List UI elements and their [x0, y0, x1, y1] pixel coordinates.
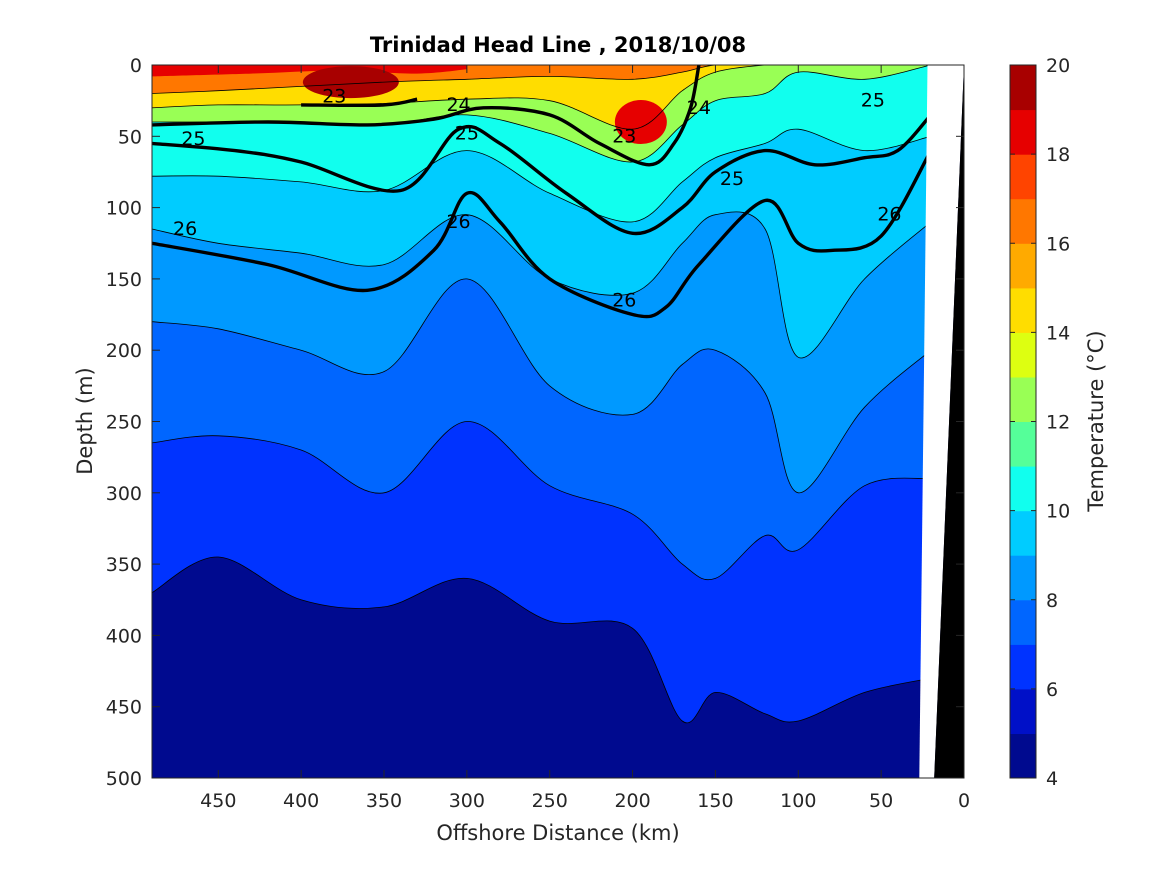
colorbar-tick-label: 8: [1046, 590, 1058, 612]
y-tick-label: 300: [106, 483, 142, 505]
isotherm-8: [152, 278, 932, 494]
y-tick-label: 450: [106, 697, 142, 719]
colorbar-label: Temperature (°C): [1084, 330, 1108, 512]
contour-label-26-9: 26: [612, 289, 636, 311]
x-axis-label: Offshore Distance (km): [436, 821, 679, 845]
isotherm-9: [152, 211, 932, 359]
colorbar-tick-label: 16: [1046, 233, 1070, 255]
colorbar-swatch-8: [1010, 555, 1036, 601]
y-tick-label: 0: [130, 55, 142, 77]
colorbar-swatch-15: [1010, 243, 1036, 289]
isotherm-6: [152, 556, 931, 724]
colorbar-tick-label: 18: [1046, 144, 1070, 166]
contour-label-26-11: 26: [877, 204, 901, 226]
y-tick-label: 200: [106, 340, 142, 362]
y-tick-label: 400: [106, 625, 142, 647]
colorbar-swatch-12: [1010, 376, 1036, 422]
colorbar-swatch-11: [1010, 421, 1036, 467]
density-contour-23-0: [301, 97, 418, 108]
y-tick-label: 500: [106, 768, 142, 790]
colorbar-ticks: 4 6 8 10 12 14 16 18 20: [1010, 55, 1070, 790]
colorbar-swatch-13: [1010, 332, 1036, 378]
density-contour-26-3: [152, 149, 933, 319]
colorbar-swatch-14: [1010, 287, 1036, 333]
y-tick-label: 350: [106, 554, 142, 576]
x-tick-label: 400: [283, 790, 319, 812]
colorbar-swatch-10: [1010, 466, 1036, 512]
y-tick-label: 150: [106, 269, 142, 291]
colorbar-tick-label: 12: [1046, 412, 1070, 434]
bathymetry-mask: [919, 65, 964, 778]
y-axis-ticks: 0 50 100 150 200 250 300 350 400 450 500: [106, 55, 964, 790]
colorbar-tick-label: 4: [1046, 768, 1058, 790]
density-contours: [152, 65, 933, 319]
x-tick-label: 250: [532, 790, 568, 812]
x-tick-label: 50: [869, 790, 893, 812]
colorbar-swatch-19: [1010, 65, 1036, 111]
colorbar-swatch-18: [1010, 109, 1036, 155]
y-axis-label: Depth (m): [73, 367, 97, 474]
x-tick-label: 0: [958, 790, 970, 812]
plot-area: 23 24 25 25 26 23 24 25 26 26 25 26: [152, 65, 964, 778]
x-tick-label: 150: [697, 790, 733, 812]
x-tick-label: 450: [200, 790, 236, 812]
isotherm-14: [152, 65, 931, 130]
x-axis-ticks: 450 400 350 300 250 200 150 100 50 0: [200, 65, 970, 812]
colorbar-swatch-4: [1010, 733, 1036, 779]
density-contour-24-1: [152, 65, 701, 167]
contour-label-25-10: 25: [861, 90, 885, 112]
temperature-core-19: [302, 66, 399, 99]
chart-title: Trinidad Head Line , 2018/10/08: [370, 33, 746, 57]
contour-label-25-7: 25: [720, 168, 744, 190]
isotherm-16: [152, 65, 931, 94]
x-tick-label: 200: [614, 790, 650, 812]
colorbar-swatch-9: [1010, 510, 1036, 556]
x-tick-label: 300: [449, 790, 485, 812]
temperature-core-eddy: [614, 100, 667, 145]
colorbar-swatch-6: [1010, 644, 1036, 690]
y-tick-label: 50: [118, 126, 142, 148]
y-tick-label: 100: [106, 198, 142, 220]
bathymetry-fill: [922, 65, 964, 778]
temperature-fills: [152, 65, 931, 723]
x-tick-label: 100: [780, 790, 816, 812]
contour-label-23-0: 23: [322, 85, 346, 107]
colorbar-swatch-7: [1010, 599, 1036, 645]
contour-label-25-3: 25: [455, 122, 479, 144]
contour-labels: 23 24 25 25 26 23 24 25 26 26 25 26: [173, 85, 901, 311]
temperature-core-18: [152, 65, 467, 77]
colorbar-swatch-17: [1010, 154, 1036, 200]
contour-label-24-1: 24: [446, 94, 470, 116]
contour-label-26-4: 26: [173, 218, 197, 240]
contour-label-24-6: 24: [687, 97, 711, 119]
colorbar-tick-label: 6: [1046, 679, 1058, 701]
colorbar-swatch-5: [1010, 688, 1036, 734]
y-tick-label: 250: [106, 412, 142, 434]
contour-label-26-8: 26: [446, 211, 470, 233]
contour-label-23-5: 23: [612, 125, 636, 147]
contour-label-25-2: 25: [181, 128, 205, 150]
x-tick-label: 350: [366, 790, 402, 812]
colorbar-tick-label: 20: [1046, 55, 1070, 77]
isotherm-7: [152, 421, 931, 581]
no-data-mask: [919, 65, 964, 778]
colorbar-tick-label: 14: [1046, 322, 1070, 344]
isotherm-10: [152, 128, 931, 223]
colorbar-swatch-16: [1010, 198, 1036, 244]
density-contour-25-2: [152, 113, 933, 236]
colorbar-tick-label: 10: [1046, 501, 1070, 523]
colorbar: [1009, 64, 1037, 779]
